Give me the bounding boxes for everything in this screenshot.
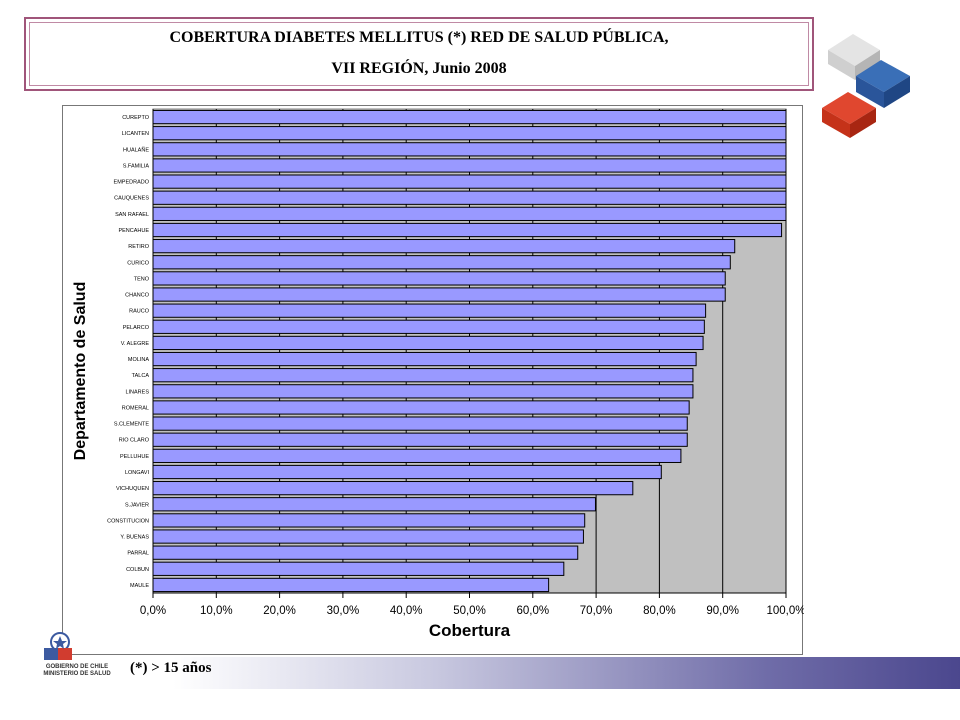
y-category-label: HUALAÑE: [123, 146, 149, 153]
x-tick-label: 0,0%: [140, 605, 166, 617]
bar-cauquenes: [152, 190, 787, 205]
gobierno-star-icon: [44, 632, 72, 660]
y-category-label: PENCAHUE: [118, 228, 149, 234]
bar-s-javier: [152, 497, 596, 512]
bar-longavi: [152, 464, 662, 480]
y-category-label: RETIRO: [128, 244, 150, 250]
gobierno-line-2: MINISTERIO DE SALUD: [43, 671, 111, 677]
bar-s-familia: [152, 158, 787, 173]
y-category-label: PELLUHUE: [120, 454, 149, 460]
x-tick-label: 20,0%: [263, 605, 296, 617]
y-category-label: CURICO: [127, 260, 149, 266]
x-axis-title: Cobertura: [429, 621, 511, 640]
bar-pelarco: [152, 319, 705, 334]
gobierno-logo-text: GOBIERNO DE CHILE MINISTERIO DE SALUD: [22, 664, 132, 678]
bar-san-rafael: [152, 206, 787, 221]
x-tick-label: 80,0%: [643, 605, 676, 617]
bar-linares: [152, 384, 694, 399]
y-category-label: CHANCO: [125, 293, 150, 299]
y-category-label: CONSTITUCION: [107, 518, 149, 524]
x-tick-label: 100,0%: [766, 605, 804, 617]
y-category-label: EMPEDRADO: [114, 180, 150, 186]
y-category-label: S.CLEMENTE: [114, 422, 149, 428]
bar-retiro: [152, 239, 736, 254]
y-category-label: LINARES: [125, 389, 149, 395]
cubes-logo-icon: [822, 34, 910, 138]
y-category-label: V. ALEGRE: [121, 341, 150, 347]
x-tick-label: 70,0%: [580, 605, 613, 617]
bar-constitucion: [152, 513, 586, 528]
footnote: (*) > 15 años: [130, 660, 212, 676]
bar-talca: [152, 368, 694, 383]
title-box: COBERTURA DIABETES MELLITUS (*) RED DE S…: [24, 17, 814, 91]
y-category-label: TALCA: [132, 373, 150, 379]
bar-rio-claro: [152, 432, 688, 447]
bar-teno: [152, 271, 726, 286]
coverage-bar-chart: 0,0% 10,0% 20,0% 30,0% 40,0% 50,0% 60,0% 70,0% 8…: [72, 108, 804, 640]
bar-molina: [152, 351, 697, 367]
x-tick-label: 40,0%: [390, 605, 423, 617]
gobierno-line-1: GOBIERNO DE CHILE: [45, 664, 109, 670]
bar-parral: [152, 545, 579, 560]
y-category-label: MAULE: [130, 583, 149, 589]
y-category-label: LICANTEN: [122, 131, 149, 137]
y-category-label: LONGAVI: [125, 470, 150, 476]
bar-empedrado: [152, 174, 787, 189]
y-category-label: PELARCO: [123, 325, 150, 331]
bar-v-alegre: [152, 335, 704, 351]
y-category-label: Y. BUENAS: [120, 535, 149, 541]
x-tick-label: 60,0%: [516, 605, 549, 617]
y-category-label: RAUCO: [129, 309, 150, 315]
bar-y-buenas: [152, 529, 584, 544]
bar-huala-e: [152, 142, 787, 157]
y-axis-title: Departamento de Salud: [72, 282, 89, 461]
y-category-label: PARRAL: [127, 551, 149, 557]
y-category-label: SAN RAFAEL: [115, 212, 149, 218]
footer-band: [0, 657, 960, 689]
y-category-label: CAUQUENES: [114, 196, 149, 202]
chart-title-line-1: COBERTURA DIABETES MELLITUS (*) RED DE S…: [169, 29, 669, 46]
y-category-label: CUREPTO: [122, 115, 150, 121]
x-tick-label: 90,0%: [706, 605, 739, 617]
bar-curico: [152, 255, 731, 270]
bar-licanten: [152, 126, 787, 141]
y-category-label: VICHUQUEN: [116, 486, 149, 492]
title-inner-frame: [29, 22, 809, 86]
bar-s-clemente: [152, 416, 688, 431]
bar-maule: [152, 577, 550, 593]
bar-rauco: [152, 303, 707, 318]
x-tick-label: 10,0%: [200, 605, 233, 617]
gobierno-logo: GOBIERNO DE CHILE MINISTERIO DE SALUD: [22, 628, 132, 688]
y-category-label: ROMERAL: [122, 405, 149, 411]
chart-frame: 0,0% 10,0% 20,0% 30,0% 40,0% 50,0% 60,0% 70,0% 8…: [62, 105, 804, 655]
bar-colbun: [152, 561, 565, 576]
x-tick-label: 30,0%: [327, 605, 360, 617]
bar-pencahue: [152, 222, 783, 238]
bar-chanco: [152, 287, 726, 302]
y-category-label: COLBUN: [126, 567, 149, 573]
chart-title-line-2: VII REGIÓN, Junio 2008: [331, 60, 507, 77]
bar-pelluhue: [152, 448, 682, 463]
y-category-label: RIO CLARO: [119, 438, 150, 444]
bar-curepto: [152, 109, 787, 125]
y-category-label: TENO: [134, 276, 150, 282]
x-tick-label: 50,0%: [453, 605, 486, 617]
bar-romeral: [152, 400, 690, 415]
bar-vichuquen: [152, 481, 634, 496]
y-category-label: MOLINA: [128, 357, 149, 363]
y-category-label: S.FAMILIA: [123, 163, 150, 169]
y-category-label: S.JAVIER: [125, 502, 149, 508]
